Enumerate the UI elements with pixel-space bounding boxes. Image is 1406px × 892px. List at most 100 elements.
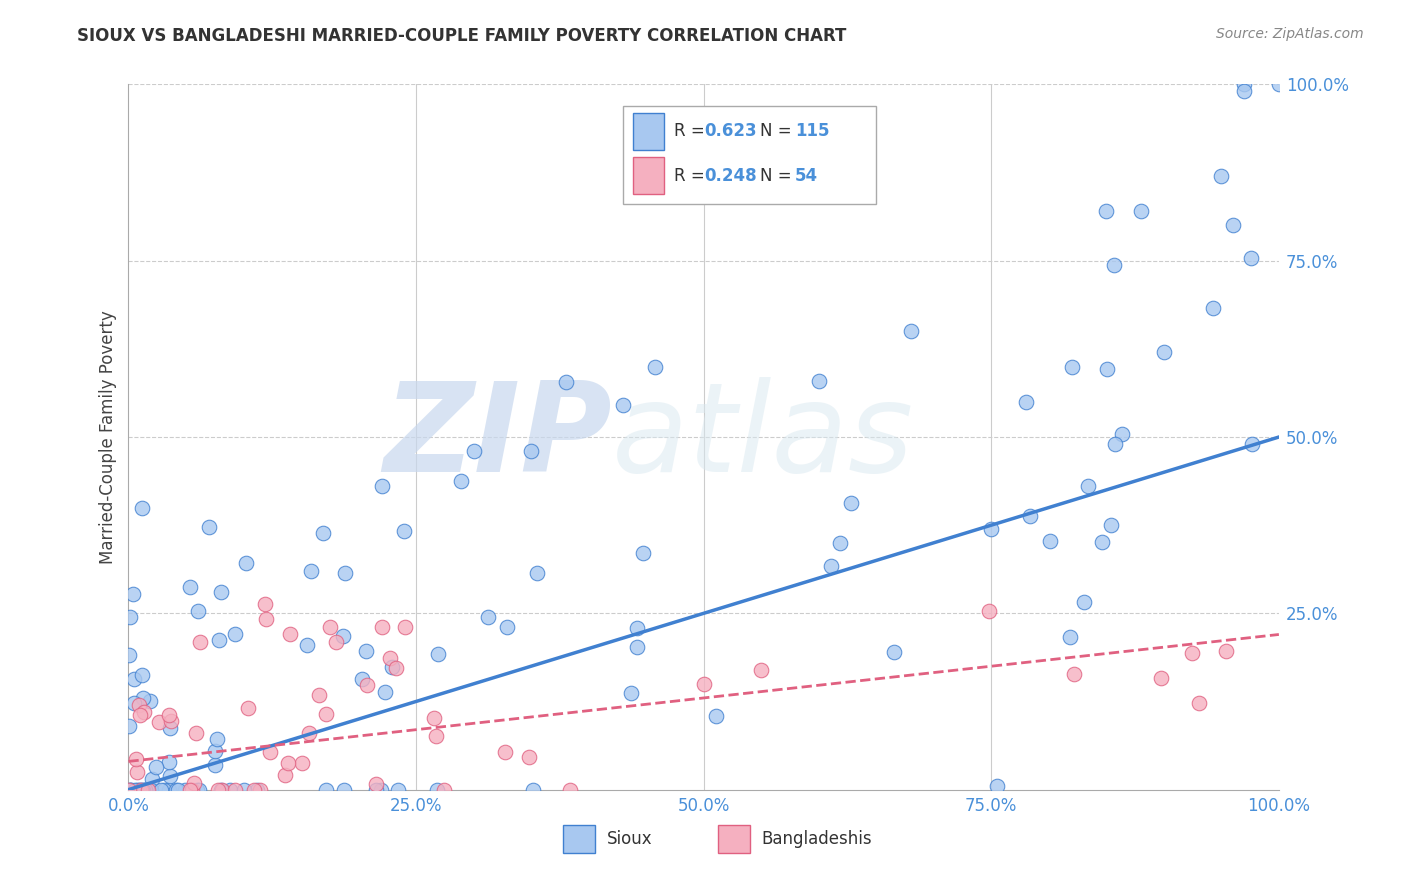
Point <box>1095 362 1118 376</box>
Point <box>295 638 318 652</box>
Text: 0.248: 0.248 <box>704 167 756 185</box>
Y-axis label: Married-Couple Family Poverty: Married-Couple Family Poverty <box>100 310 117 564</box>
Point <box>626 621 648 635</box>
Point <box>224 626 246 640</box>
Point <box>900 324 922 338</box>
Point <box>450 474 472 488</box>
Point <box>127 765 149 780</box>
Point <box>387 782 409 797</box>
Point <box>122 672 145 686</box>
Point <box>1095 204 1118 219</box>
Point <box>235 556 257 570</box>
Point <box>1181 646 1204 660</box>
Point <box>141 772 163 787</box>
Text: 54: 54 <box>796 167 818 185</box>
Point <box>356 644 378 658</box>
Point <box>233 782 256 797</box>
Text: Sioux: Sioux <box>606 830 652 847</box>
Point <box>157 707 180 722</box>
Point <box>1059 630 1081 644</box>
Point <box>1104 437 1126 451</box>
Point <box>820 558 842 573</box>
Text: SIOUX VS BANGLADESHI MARRIED-COUPLE FAMILY POVERTY CORRELATION CHART: SIOUX VS BANGLADESHI MARRIED-COUPLE FAMI… <box>77 27 846 45</box>
Point <box>129 708 152 723</box>
Point <box>350 672 373 686</box>
Text: N =: N = <box>759 167 797 185</box>
Point <box>254 612 277 626</box>
Text: ZIP: ZIP <box>382 376 612 498</box>
Point <box>1063 667 1085 681</box>
Point <box>427 647 450 661</box>
Point <box>1188 696 1211 710</box>
Point <box>204 744 226 758</box>
Point <box>186 604 208 618</box>
Point <box>131 667 153 681</box>
Point <box>315 707 337 722</box>
Point <box>839 496 862 510</box>
Point <box>526 566 548 581</box>
Point <box>1211 169 1233 183</box>
Point <box>620 685 643 699</box>
Point <box>132 705 155 719</box>
Point <box>205 732 228 747</box>
Point <box>145 759 167 773</box>
Point <box>236 701 259 715</box>
Point <box>249 782 271 797</box>
Point <box>1073 595 1095 609</box>
Point <box>129 782 152 797</box>
Point <box>165 782 187 797</box>
Point <box>385 661 408 675</box>
Point <box>335 566 357 581</box>
Point <box>124 782 146 797</box>
Point <box>157 782 180 797</box>
Point <box>370 620 392 634</box>
Point <box>883 645 905 659</box>
Point <box>278 627 301 641</box>
Point <box>149 782 172 797</box>
Point <box>118 782 141 797</box>
Point <box>522 782 544 797</box>
Text: atlas: atlas <box>612 376 914 498</box>
Point <box>425 729 447 743</box>
Point <box>134 782 156 797</box>
Point <box>706 709 728 723</box>
Point <box>692 677 714 691</box>
Text: N =: N = <box>759 122 797 140</box>
Point <box>1077 479 1099 493</box>
Text: R =: R = <box>673 122 710 140</box>
Point <box>612 399 634 413</box>
Point <box>159 769 181 783</box>
Point <box>370 479 392 493</box>
Point <box>333 782 356 797</box>
Point <box>496 620 519 634</box>
Point <box>633 546 655 560</box>
Point <box>198 520 221 534</box>
Point <box>980 522 1002 536</box>
Point <box>463 444 485 458</box>
Point <box>315 782 337 797</box>
Point <box>1222 219 1244 233</box>
Point <box>433 782 456 797</box>
Text: 115: 115 <box>796 122 830 140</box>
Point <box>1149 671 1171 685</box>
Point <box>131 782 153 797</box>
Point <box>125 782 148 797</box>
Point <box>188 782 211 797</box>
Text: 0.623: 0.623 <box>704 122 756 140</box>
Point <box>1233 85 1256 99</box>
Point <box>120 782 142 797</box>
Point <box>121 587 143 601</box>
Point <box>125 752 148 766</box>
Point <box>118 782 141 797</box>
Point <box>423 711 446 725</box>
Point <box>274 767 297 781</box>
Point <box>364 776 387 790</box>
Point <box>243 782 266 797</box>
Point <box>1202 301 1225 315</box>
Point <box>209 585 232 599</box>
Point <box>183 775 205 789</box>
Point <box>159 721 181 735</box>
Point <box>120 782 142 797</box>
Point <box>312 526 335 541</box>
Point <box>188 635 211 649</box>
